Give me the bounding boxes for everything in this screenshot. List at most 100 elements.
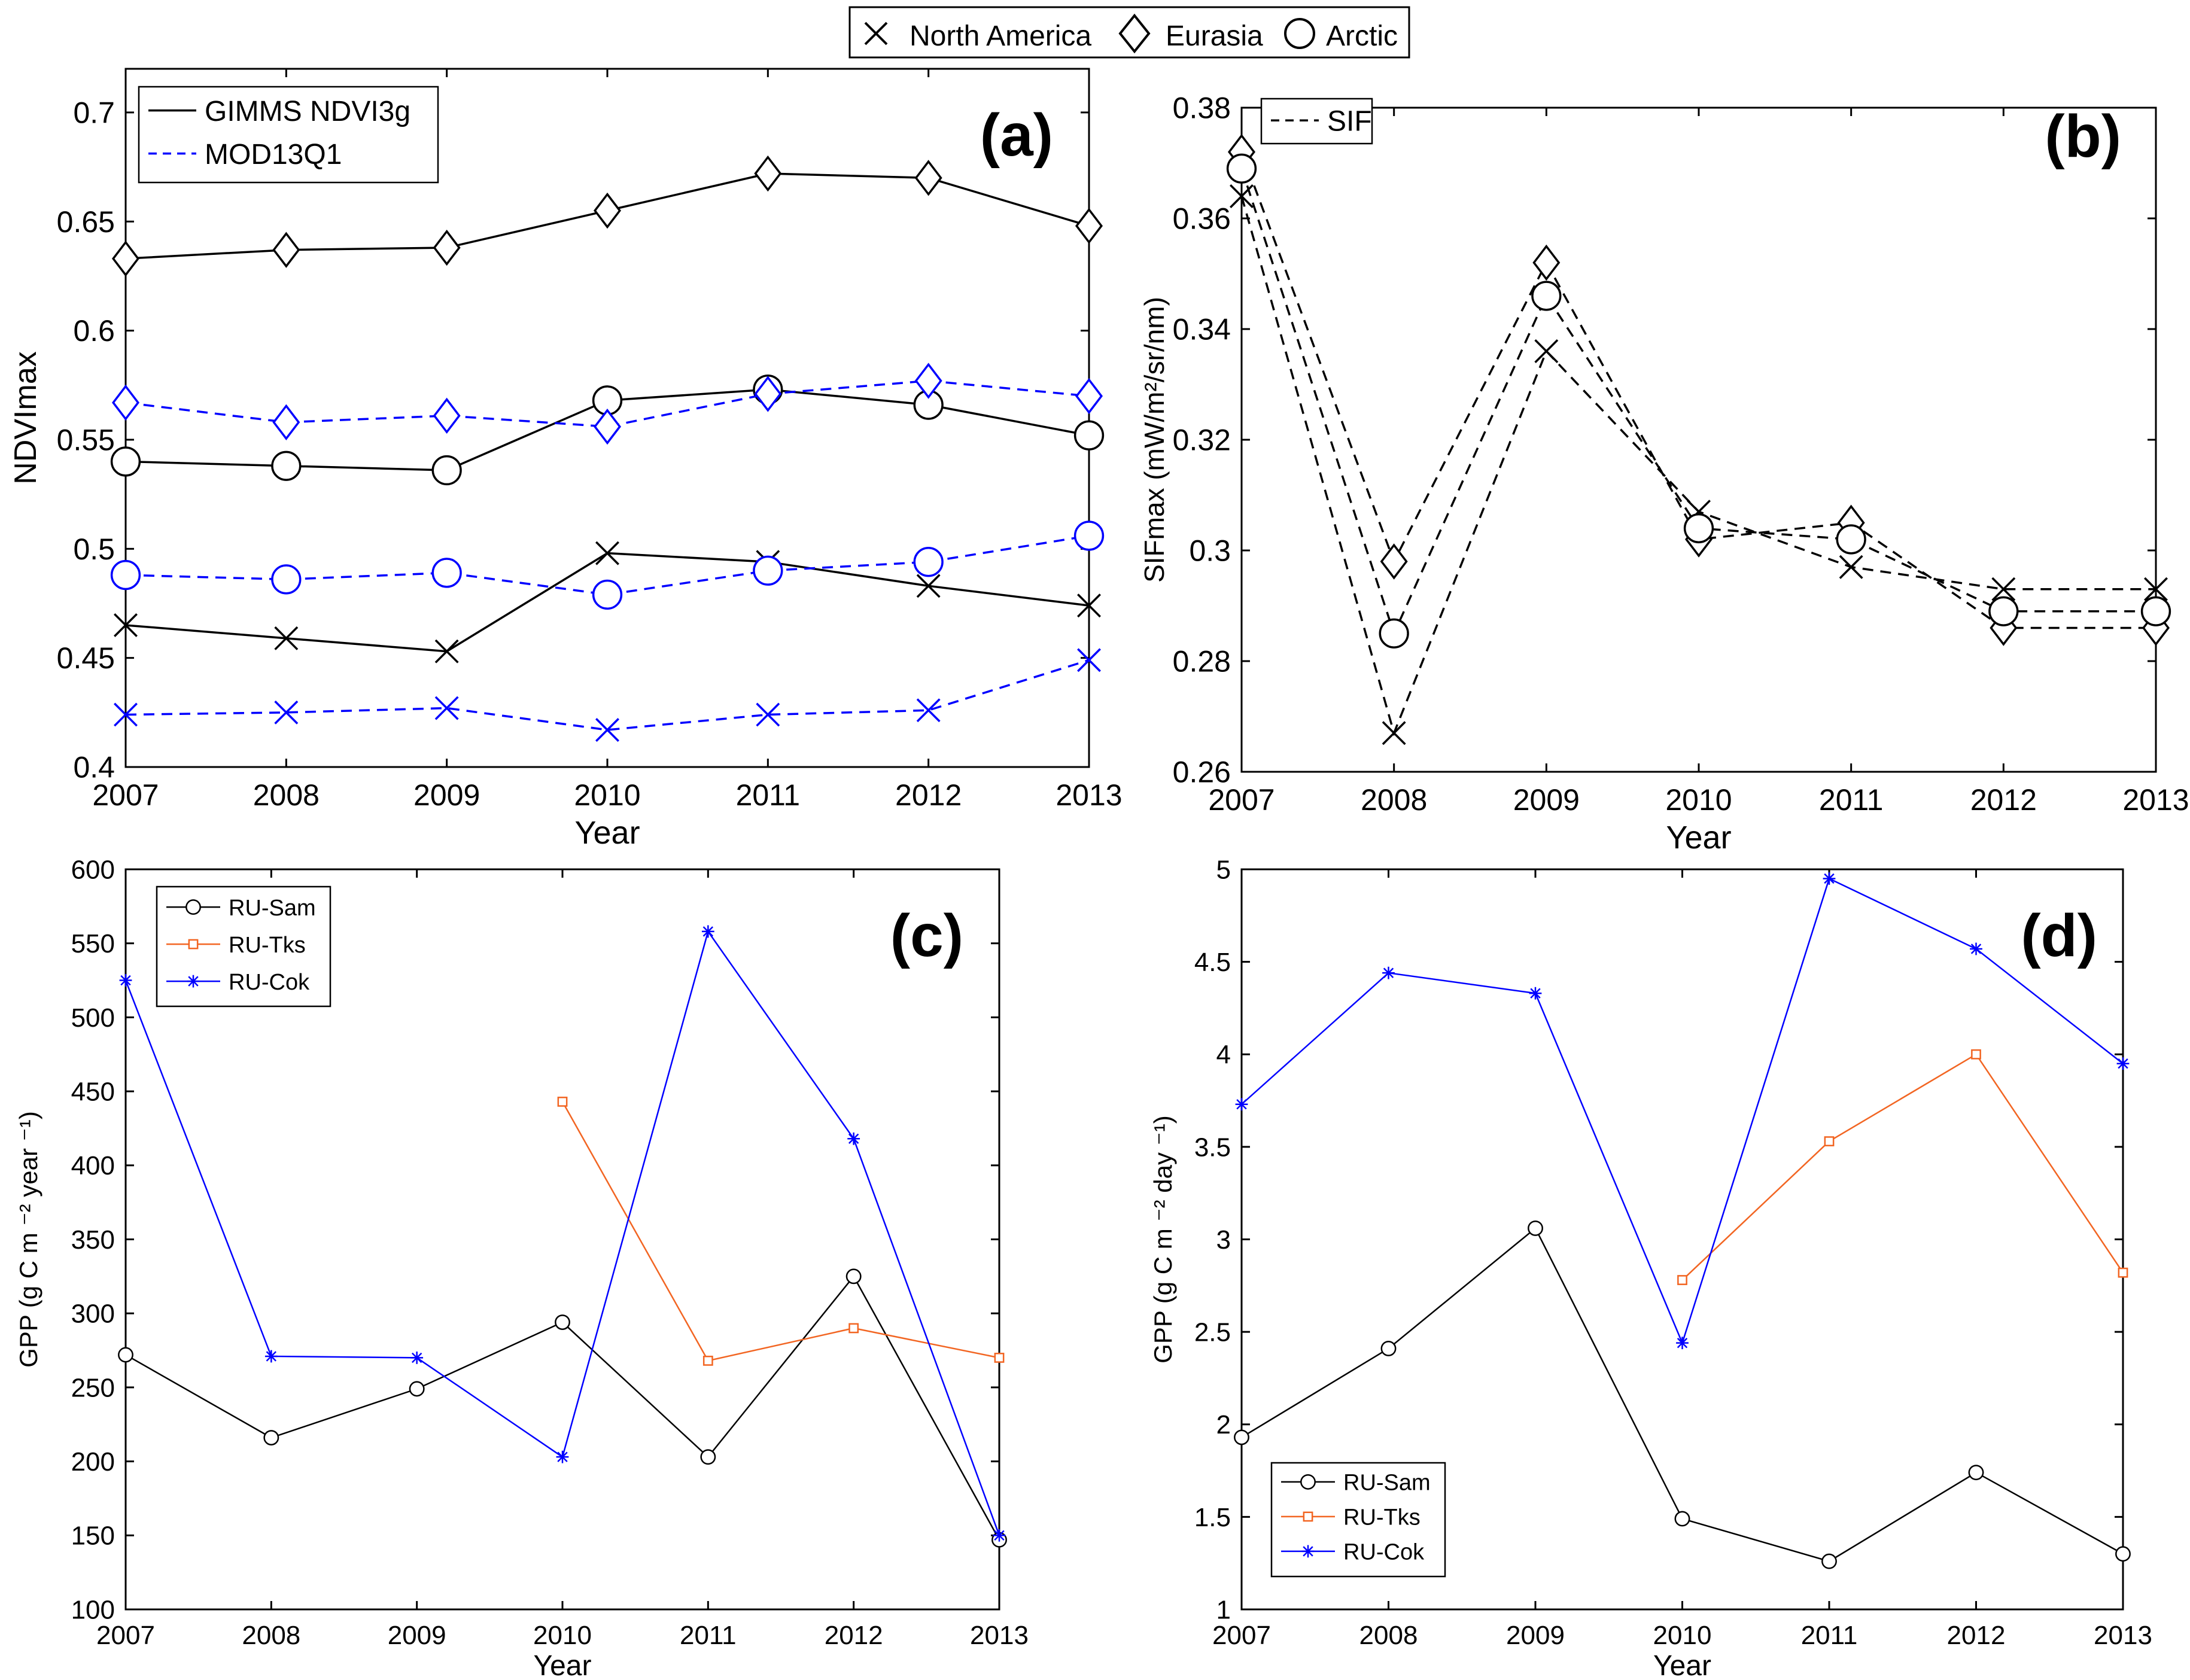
data-point-star [1823, 872, 1836, 885]
y-tick-label: 600 [71, 855, 115, 884]
y-tick-label: 0.3 [1189, 534, 1231, 568]
data-point-diamond [914, 363, 942, 399]
data-point-square [1677, 1275, 1687, 1285]
series-gimms-ndvi3g-north-america [114, 541, 1101, 664]
legend-marker-square [1303, 1511, 1313, 1522]
data-point-diamond [272, 232, 300, 268]
legend-label-ru-tks: RU-Tks [229, 933, 306, 958]
data-point-circle [263, 1430, 279, 1445]
data-point-x [114, 613, 138, 637]
y-tick-label: 1 [1216, 1595, 1231, 1624]
x-tick-label: 2012 [895, 778, 962, 812]
x-axis-label: Year [574, 815, 640, 851]
data-point-circle [1379, 618, 1409, 649]
data-point-circle [1674, 1511, 1690, 1527]
data-point-diamond [433, 229, 461, 266]
data-point-star [264, 1350, 278, 1363]
x-tick-label: 2007 [96, 1621, 155, 1650]
x-tick-label: 2007 [1208, 783, 1275, 817]
x-tick-label: 2013 [1056, 778, 1122, 812]
data-point-circle [271, 564, 302, 595]
x-tick-label: 2009 [413, 778, 480, 812]
y-tick-label: 400 [71, 1151, 115, 1180]
data-point-circle [271, 451, 302, 481]
data-point-circle [431, 455, 462, 486]
y-tick-label: 0.4 [73, 751, 115, 784]
data-point-x [1077, 648, 1101, 672]
x-tick-label: 2012 [1970, 783, 2037, 817]
series-gimms-ndvi3g-eurasia [111, 155, 1103, 277]
data-point-square [2118, 1267, 2128, 1278]
legend-label-sif: SIF [1327, 106, 1372, 138]
legend-label-eurasia: Eurasia [1166, 20, 1263, 52]
data-point-circle [1528, 1220, 1543, 1236]
x-axis-label: Year [1653, 1650, 1711, 1680]
x-tick-label: 2007 [1212, 1621, 1271, 1650]
panel-b-sif-chart: 2007 2008 2009 2010 2011 2012 2013 0.26 0.28 0.3 0… [1139, 92, 2189, 856]
legend-label-north-america: North America [910, 20, 1091, 52]
data-point-square [994, 1353, 1005, 1363]
legend-marker-star [187, 975, 200, 988]
data-point-circle [1968, 1465, 1984, 1481]
data-point-diamond [754, 155, 782, 192]
y-tick-label: 1.5 [1194, 1503, 1231, 1532]
top-legend: North America Eurasia Arctic [848, 6, 1410, 59]
y-tick-label: 0.45 [57, 641, 115, 675]
data-point-circle [118, 1347, 133, 1363]
data-point-x [756, 702, 780, 727]
y-tick-label: 100 [71, 1595, 115, 1624]
data-point-circle [2115, 1546, 2131, 1562]
data-point-circle [555, 1314, 570, 1330]
x-tick-label: 2012 [1947, 1621, 2006, 1650]
y-tick-label: 500 [71, 1003, 115, 1033]
y-axis-label: SIFmax (mW/m²/sr/nm) [1139, 297, 1170, 583]
y-tick-label: 4 [1216, 1040, 1231, 1070]
y-tick-label: 5 [1216, 855, 1231, 884]
x-tick-label: 2008 [253, 778, 320, 812]
legend-marker-circle [185, 899, 201, 915]
y-tick-label: 350 [71, 1225, 115, 1255]
x-tick-label: 2010 [574, 778, 640, 812]
x-tick-label: 2013 [970, 1621, 1029, 1650]
chart-legend: SIF [1260, 98, 1373, 145]
legend-marker-square [188, 939, 199, 949]
chart-legend: RU-Sam RU-Tks RU-Cok [1270, 1462, 1446, 1578]
x-tick-label: 2008 [242, 1621, 300, 1650]
legend-label-ru-cok: RU-Cok [229, 970, 310, 995]
x-tick-label: 2007 [92, 778, 159, 812]
data-point-diamond [1075, 208, 1103, 244]
data-point-diamond [272, 404, 300, 440]
series-ru-cok [119, 925, 1006, 1542]
data-point-x [434, 696, 459, 720]
data-point-x [1382, 721, 1406, 745]
y-tick-label: 250 [71, 1373, 115, 1402]
data-point-x [595, 541, 619, 565]
y-tick-label: 0.65 [57, 205, 115, 239]
data-point-star [1970, 942, 1982, 955]
x-tick-label: 2013 [2094, 1621, 2152, 1650]
panel-d-gpp-daily-chart: 2007 2008 2009 2010 2011 2012 2013 1 1.5 2 2.5 3 3.5… [1149, 855, 2152, 1680]
x-tick-label: 2011 [736, 778, 801, 812]
data-point-star [2116, 1057, 2130, 1070]
data-point-x [916, 574, 941, 598]
series-mod13q1-north-america [114, 648, 1101, 742]
panel-label: (c) [890, 902, 963, 969]
data-point-star [119, 974, 132, 987]
panel-label: (d) [2021, 902, 2097, 969]
series-sif-north-america [1230, 184, 2168, 745]
data-point-circle [1226, 153, 1257, 184]
legend-x-icon [864, 22, 888, 45]
data-point-circle [700, 1449, 716, 1465]
data-point-star [1529, 987, 1542, 1000]
data-point-x [274, 626, 299, 650]
data-point-diamond [754, 376, 782, 412]
data-point-x [114, 702, 138, 727]
x-tick-label: 2011 [1801, 1621, 1858, 1650]
data-point-circle [110, 559, 141, 591]
y-tick-label: 3 [1216, 1225, 1231, 1255]
chart-legend: RU-Sam RU-Tks RU-Cok [156, 885, 331, 1008]
series-line [561, 1101, 1000, 1362]
y-tick-label: 0.55 [57, 423, 115, 456]
data-point-square [848, 1323, 859, 1334]
